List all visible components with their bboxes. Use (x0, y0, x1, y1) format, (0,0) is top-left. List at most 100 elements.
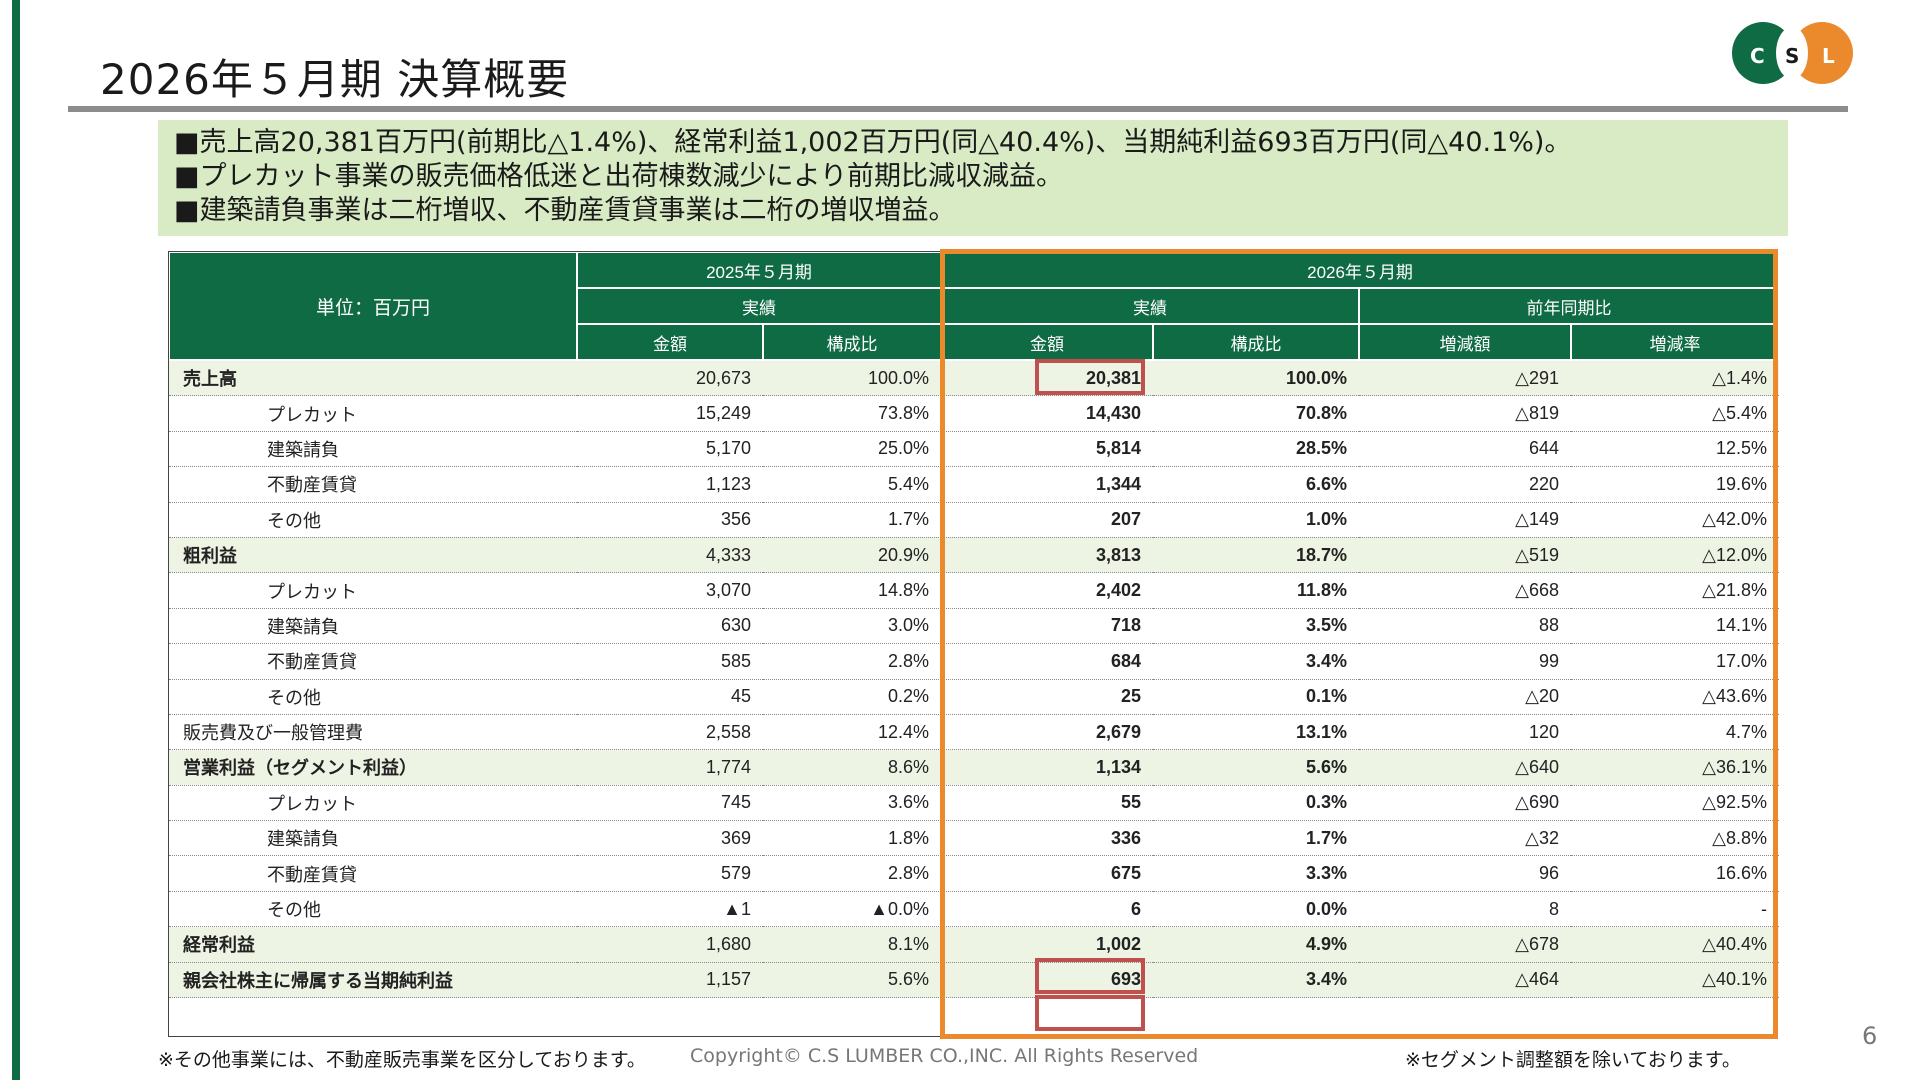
diff-cell: 120 (1359, 714, 1572, 751)
curr-ratio-cell: 0.1% (1153, 679, 1360, 715)
row-label: プレカット (169, 785, 577, 822)
curr-ratio-cell: 4.9% (1153, 926, 1360, 963)
rate-cell: 4.7% (1571, 714, 1780, 751)
prev-ratio-cell: 8.6% (763, 749, 942, 786)
rate-cell: 14.1% (1571, 608, 1780, 645)
row-label: 親会社株主に帰属する当期純利益 (169, 962, 577, 999)
curr-amount-cell: 693 (941, 962, 1154, 999)
diff-cell: △20 (1359, 679, 1572, 715)
rate-cell: △21.8% (1571, 572, 1780, 609)
period-prev-header: 2025年５月期 (575, 251, 943, 289)
rate-cell: 19.6% (1571, 466, 1780, 503)
prev-actual-header: 実績 (575, 287, 943, 325)
yoy-header: 前年同期比 (1358, 287, 1781, 325)
prev-ratio-cell: 20.9% (763, 537, 942, 574)
row-label: 不動産賃貸 (169, 643, 577, 680)
diff-cell: 220 (1359, 466, 1572, 503)
rate-cell: 16.6% (1571, 855, 1780, 892)
curr-ratio-cell: 5.6% (1153, 749, 1360, 786)
rate-cell: △12.0% (1571, 537, 1780, 574)
prev-ratio-cell: 2.8% (763, 855, 942, 892)
curr-ratio-cell: 3.4% (1153, 643, 1360, 680)
row-label: 不動産賃貸 (169, 466, 577, 503)
rate-cell: △42.0% (1571, 502, 1780, 538)
net-income-highlight-box (1035, 995, 1145, 1031)
prev-amount-cell: 15,249 (577, 395, 763, 432)
table-row: 売上高 20,673 100.0% 20,381 100.0% △291 △1.4% (169, 360, 1780, 397)
rate-cell: 12.5% (1571, 431, 1780, 468)
table-row: プレカット 745 3.6% 55 0.3% △690 △92.5% (169, 785, 1780, 822)
curr-amount-cell: 1,002 (941, 926, 1154, 963)
curr-amount-cell: 207 (941, 502, 1154, 538)
rate-cell: 17.0% (1571, 643, 1780, 680)
prev-ratio-cell: ▲0.0% (763, 891, 942, 928)
page-number: 6 (1862, 1022, 1878, 1050)
row-label: その他 (169, 679, 577, 715)
table-row: 建築請負 5,170 25.0% 5,814 28.5% 644 12.5% (169, 431, 1780, 468)
financial-table-wrapper: 単位：百万円 2025年５月期 2026年５月期 実績 実績 前年同期比 金額 … (168, 251, 1781, 999)
row-label: 売上高 (169, 360, 577, 397)
copyright: Copyright© C.S LUMBER CO.,INC. All Right… (690, 1045, 1199, 1067)
rate-cell: △92.5% (1571, 785, 1780, 822)
curr-ratio-cell: 0.3% (1153, 785, 1360, 822)
prev-ratio-cell: 1.7% (763, 502, 942, 538)
curr-ratio-cell: 1.0% (1153, 502, 1360, 538)
prev-ratio-cell: 100.0% (763, 360, 942, 397)
prev-amount-cell: 356 (577, 502, 763, 538)
curr-ratio-cell: 11.8% (1153, 572, 1360, 609)
company-logo: C S L (1732, 22, 1853, 84)
rate-cell: △1.4% (1571, 360, 1780, 397)
prev-amount-cell: 630 (577, 608, 763, 645)
curr-amount-cell: 718 (941, 608, 1154, 645)
diff-cell: △32 (1359, 820, 1572, 857)
rate-cell: △5.4% (1571, 395, 1780, 432)
table-row: 建築請負 630 3.0% 718 3.5% 88 14.1% (169, 608, 1780, 645)
diff-cell: △291 (1359, 360, 1572, 397)
curr-amount-cell: 5,814 (941, 431, 1154, 468)
logo-letter-s: S (1785, 44, 1799, 68)
prev-ratio-cell: 2.8% (763, 643, 942, 680)
curr-ratio-cell: 100.0% (1153, 360, 1360, 397)
col-prev-amount: 金額 (576, 323, 764, 361)
period-curr-header: 2026年５月期 (940, 251, 1781, 289)
row-label: 建築請負 (169, 608, 577, 645)
prev-ratio-cell: 14.8% (763, 572, 942, 609)
title-divider (68, 106, 1848, 112)
curr-ratio-cell: 3.5% (1153, 608, 1360, 645)
table-row: 不動産賃貸 1,123 5.4% 1,344 6.6% 220 19.6% (169, 466, 1780, 503)
curr-ratio-cell: 0.0% (1153, 891, 1360, 928)
row-label: 建築請負 (169, 820, 577, 857)
prev-ratio-cell: 5.6% (763, 962, 942, 999)
curr-amount-cell: 2,402 (941, 572, 1154, 609)
unit-header: 単位：百万円 (168, 251, 578, 361)
curr-amount-cell: 1,134 (941, 749, 1154, 786)
prev-ratio-cell: 1.8% (763, 820, 942, 857)
table-row: その他 ▲1 ▲0.0% 6 0.0% 8- (169, 891, 1780, 928)
diff-cell: 644 (1359, 431, 1572, 468)
curr-amount-cell: 3,813 (941, 537, 1154, 574)
table-row: その他 45 0.2% 25 0.1% △20 △43.6% (169, 679, 1780, 715)
row-label: プレカット (169, 395, 577, 432)
table-row: 経常利益 1,680 8.1% 1,002 4.9% △678 △40.4% (169, 926, 1780, 963)
diff-cell: 99 (1359, 643, 1572, 680)
table-row: プレカット 15,249 73.8% 14,430 70.8% △819 △5.4% (169, 395, 1780, 432)
prev-amount-cell: 1,157 (577, 962, 763, 999)
col-prev-ratio: 構成比 (761, 323, 943, 361)
curr-amount-cell: 55 (941, 785, 1154, 822)
prev-amount-cell: 1,123 (577, 466, 763, 503)
prev-amount-cell: 20,673 (577, 360, 763, 397)
row-label: 営業利益（セグメント利益） (169, 749, 577, 786)
curr-actual-header: 実績 (940, 287, 1361, 325)
logo-letter-l: L (1822, 44, 1835, 68)
prev-ratio-cell: 3.6% (763, 785, 942, 822)
diff-cell: △519 (1359, 537, 1572, 574)
rate-cell: △8.8% (1571, 820, 1780, 857)
curr-amount-cell: 25 (941, 679, 1154, 715)
prev-ratio-cell: 5.4% (763, 466, 942, 503)
curr-amount-cell: 2,679 (941, 714, 1154, 751)
diff-cell: 88 (1359, 608, 1572, 645)
curr-amount-cell: 1,344 (941, 466, 1154, 503)
prev-ratio-cell: 3.0% (763, 608, 942, 645)
curr-amount-cell: 684 (941, 643, 1154, 680)
row-label: 不動産賃貸 (169, 855, 577, 892)
